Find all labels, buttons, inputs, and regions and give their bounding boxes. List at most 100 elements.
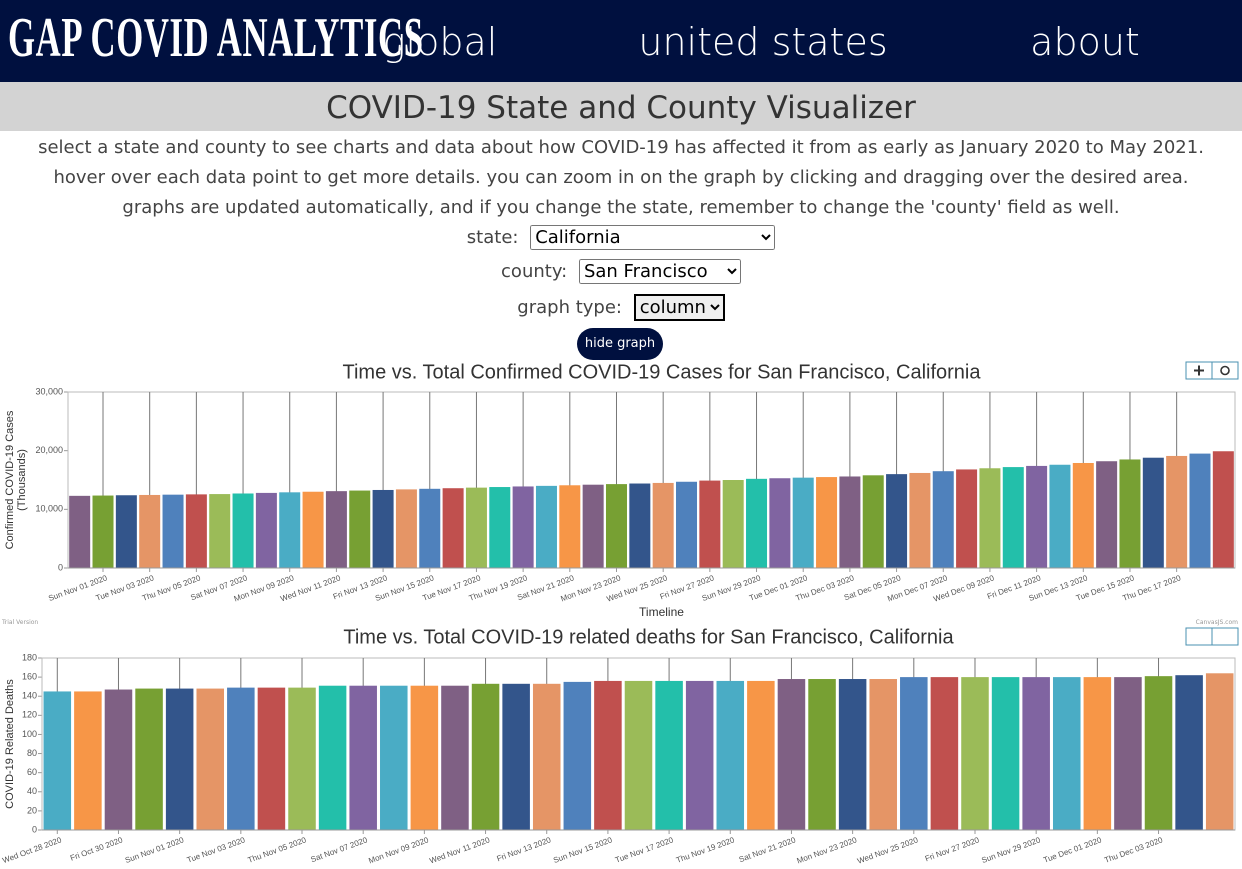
x-tick-label: Mon Nov 23 2020 xyxy=(796,835,859,865)
bar xyxy=(839,476,861,568)
bar xyxy=(1189,453,1211,568)
x-tick-label: Sun Nov 01 2020 xyxy=(124,835,186,865)
bar xyxy=(862,475,884,568)
x-tick-label: Fri Oct 30 2020 xyxy=(69,835,124,863)
bar xyxy=(442,488,464,568)
bar xyxy=(909,472,931,568)
bar xyxy=(769,478,791,568)
bar xyxy=(652,482,674,568)
bar xyxy=(605,484,627,568)
logo[interactable]: GAP COVID ANALYTICS xyxy=(8,7,424,69)
y-tick-label: 160 xyxy=(22,671,37,681)
bar xyxy=(956,469,978,568)
icon xyxy=(1194,365,1204,376)
bar xyxy=(699,480,721,568)
x-tick-label: Tue Nov 17 2020 xyxy=(614,835,675,865)
chart: Time vs. Total Confirmed COVID-19 Cases … xyxy=(4,361,1239,619)
bar xyxy=(104,689,133,830)
description: hover over each data point to get more d… xyxy=(53,167,1189,188)
bar xyxy=(1022,677,1050,830)
graph-type-select[interactable]: column xyxy=(633,294,725,321)
hide-graph-button[interactable]: hide graph xyxy=(577,328,663,360)
description: select a state and county to see charts … xyxy=(38,137,1204,158)
bar xyxy=(1114,677,1142,830)
bar xyxy=(372,489,394,568)
bar xyxy=(838,679,867,830)
bar xyxy=(624,680,653,830)
bar xyxy=(255,492,277,568)
bar xyxy=(747,680,775,830)
y-tick-label: 60 xyxy=(27,767,37,777)
bar xyxy=(69,495,91,568)
nav-link[interactable]: about xyxy=(1030,20,1140,64)
bar xyxy=(1166,455,1188,568)
y-tick-label: 80 xyxy=(27,748,37,758)
bar xyxy=(257,687,286,830)
bar xyxy=(441,685,469,830)
bar xyxy=(629,483,651,568)
bar xyxy=(1096,461,1118,568)
label: state: xyxy=(466,227,519,248)
state-select[interactable]: California xyxy=(530,225,776,250)
bar xyxy=(227,687,255,830)
bar xyxy=(209,494,231,568)
bar xyxy=(979,468,1001,568)
y-axis-title: COVID-19 Related Deaths xyxy=(4,679,16,809)
y-tick-label: 10,000 xyxy=(35,504,63,514)
nav-link[interactable]: united states xyxy=(638,20,888,64)
bar xyxy=(512,486,534,568)
bar xyxy=(380,685,408,830)
bar xyxy=(465,487,487,568)
bar xyxy=(991,677,1020,830)
y-tick-label: 120 xyxy=(22,710,37,720)
bar xyxy=(502,683,530,830)
bar xyxy=(777,679,806,830)
bar xyxy=(410,685,439,830)
bar xyxy=(559,485,581,568)
x-tick-label: Mon Nov 09 2020 xyxy=(367,835,430,865)
bar xyxy=(594,680,622,830)
y-tick-label: 0 xyxy=(32,824,37,834)
y-tick-label: 100 xyxy=(22,729,37,739)
bar xyxy=(676,481,698,568)
bar xyxy=(808,679,836,830)
nav-bar: GAP COVID ANALYTICS global united states… xyxy=(0,0,1242,82)
reset-button[interactable] xyxy=(1211,627,1239,646)
bar xyxy=(961,677,989,830)
bar xyxy=(92,495,114,568)
bar xyxy=(563,681,592,830)
nav-link[interactable]: global xyxy=(382,20,498,64)
bar xyxy=(655,680,683,830)
toolbar xyxy=(1185,627,1239,646)
bar xyxy=(395,489,417,568)
bar xyxy=(1072,462,1094,568)
bar xyxy=(135,688,163,830)
bar xyxy=(535,485,557,568)
pan-button[interactable] xyxy=(1185,627,1213,646)
form-row: county: San Francisco xyxy=(0,259,1242,284)
bar xyxy=(1049,464,1071,568)
county-select[interactable]: San Francisco xyxy=(578,259,741,284)
x-tick-label: Fri Nov 13 2020 xyxy=(496,835,553,863)
x-tick-label: Thu Dec 03 2020 xyxy=(1103,835,1164,865)
y-tick-label: 0 xyxy=(58,562,63,572)
bar xyxy=(685,680,714,830)
bar xyxy=(1026,465,1048,568)
bar xyxy=(74,691,102,830)
watermark: Trial Version xyxy=(2,619,39,626)
y-tick-label: 20,000 xyxy=(35,445,63,455)
bar xyxy=(165,688,194,830)
bar xyxy=(886,474,908,568)
bar xyxy=(232,493,254,568)
reset-button[interactable] xyxy=(1211,361,1239,380)
chart-title: Time vs. Total Confirmed COVID-19 Cases … xyxy=(343,361,982,383)
icon xyxy=(1220,365,1230,376)
form-row: state: California xyxy=(0,225,1242,250)
bar xyxy=(471,683,500,830)
x-tick-label: Sun Nov 15 2020 xyxy=(552,835,614,865)
bar xyxy=(1144,676,1173,830)
bar xyxy=(722,480,744,568)
x-tick-label: Wed Oct 28 2020 xyxy=(1,835,63,865)
bar xyxy=(930,677,959,830)
